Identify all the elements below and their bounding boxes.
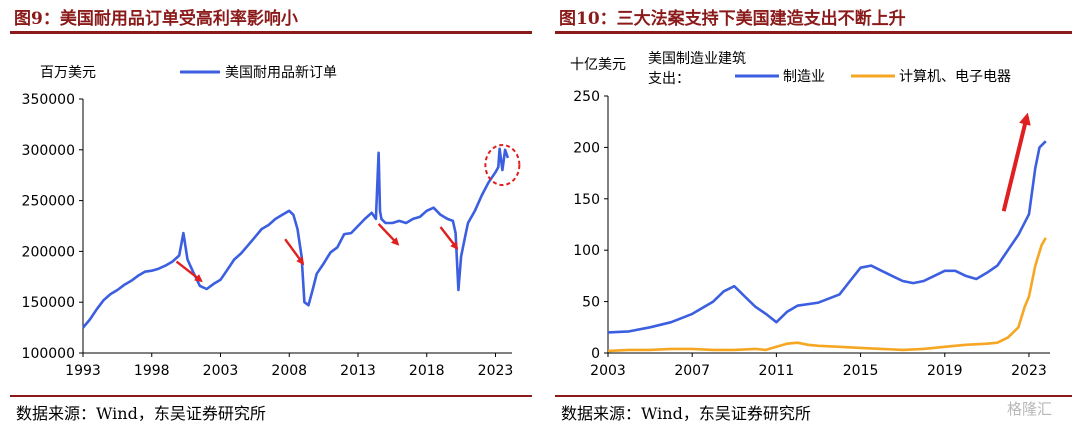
legend-title-line-1: 美国制造业建筑 xyxy=(648,51,746,67)
rise-arrow xyxy=(1001,112,1031,212)
x-tick-label: 2013 xyxy=(340,363,376,379)
legend-label-manufacturing: 制造业 xyxy=(783,69,825,85)
figure-title: 图9：美国耐用品订单受高利率影响小 xyxy=(14,9,298,29)
chart-svg: 100000 150000 200000 250000 300000 350000 1993… xyxy=(22,65,521,379)
x-tick-label: 1998 xyxy=(134,363,170,379)
y-tick-label: 200 xyxy=(573,140,600,156)
x-tick-label: 2018 xyxy=(409,363,445,379)
y-tick-label: 200000 xyxy=(22,244,75,260)
decline-arrow xyxy=(284,238,305,266)
series-line-0 xyxy=(82,147,510,329)
source-note: 数据来源：Wind，东吴证券研究所 xyxy=(561,404,811,423)
source-note: 数据来源：Wind，东吴证券研究所 xyxy=(16,404,266,423)
legend-title-line-2: 支出： xyxy=(648,71,690,87)
y-tick-label: 50 xyxy=(582,295,600,311)
x-tick-label: 2008 xyxy=(271,363,307,379)
decline-arrow xyxy=(175,260,203,283)
series-line-1 xyxy=(607,237,1047,353)
title-rule xyxy=(10,31,532,34)
x-tick-label: 2023 xyxy=(1011,363,1047,379)
y-tick-label: 100000 xyxy=(22,346,75,362)
x-tick-label: 2011 xyxy=(759,363,795,379)
source-rule xyxy=(555,395,1072,397)
chart-panel-durable-goods: 图9：美国耐用品订单受高利率影响小 100000 150000 200000 2500… xyxy=(10,9,532,423)
highlight-circle xyxy=(484,144,521,187)
y-tick-label: 300000 xyxy=(22,143,75,159)
y-axis-unit: 十亿美元 xyxy=(570,57,626,73)
y-axis-unit: 百万美元 xyxy=(40,65,96,81)
y-tick-label: 350000 xyxy=(22,92,75,108)
decline-arrow xyxy=(377,223,400,246)
x-tick-label: 2019 xyxy=(927,363,963,379)
legend-label-electronics: 计算机、电子电器 xyxy=(899,69,1011,85)
x-tick-label: 2003 xyxy=(590,363,626,379)
y-tick-label: 250000 xyxy=(22,194,75,210)
series-line-0 xyxy=(607,140,1047,334)
y-tick-label: 250 xyxy=(573,89,600,105)
legend-label: 美国耐用品新订单 xyxy=(225,65,337,81)
y-tick-label: 150 xyxy=(573,192,600,208)
chart-panel-construction-spending: 图10：三大法案支持下美国建造支出不断上升 0 50 100 150 200 250 200… xyxy=(545,0,1080,428)
title-rule xyxy=(555,31,1072,34)
watermark: 格隆汇 xyxy=(1007,400,1053,418)
figure-title: 图10：三大法案支持下美国建造支出不断上升 xyxy=(559,9,906,29)
source-rule xyxy=(10,395,532,397)
x-tick-label: 2015 xyxy=(843,363,879,379)
y-tick-label: 100 xyxy=(573,243,600,259)
y-tick-label: 0 xyxy=(591,346,600,362)
x-tick-label: 2007 xyxy=(674,363,710,379)
x-tick-label: 2003 xyxy=(203,363,239,379)
x-tick-label: 1993 xyxy=(65,363,101,379)
decline-arrow xyxy=(439,226,459,250)
chart-svg: 0 50 100 150 200 250 2003 2007 2011 2015 2019 2023 十… xyxy=(570,51,1050,379)
y-tick-label: 150000 xyxy=(22,295,75,311)
x-tick-label: 2023 xyxy=(478,363,514,379)
